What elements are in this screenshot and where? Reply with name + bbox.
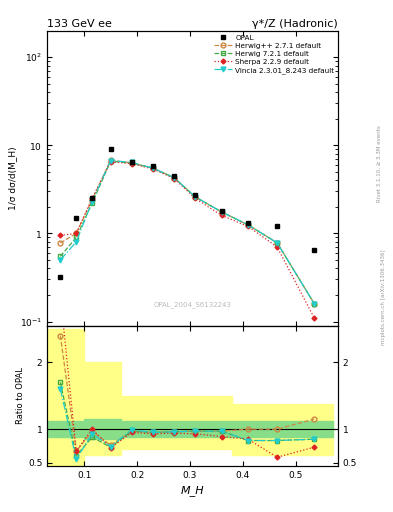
Herwig 7.2.1 default: [129, 160, 134, 166]
OPAL: [312, 247, 316, 253]
Vincia 2.3.01_8.243 default: [172, 175, 176, 181]
Herwig++ 2.7.1 default: [129, 160, 134, 166]
Herwig 7.2.1 default: [58, 253, 63, 260]
Text: mcplots.cern.ch [arXiv:1306.3436]: mcplots.cern.ch [arXiv:1306.3436]: [381, 249, 386, 345]
OPAL: [193, 193, 198, 199]
Vincia 2.3.01_8.243 default: [58, 257, 63, 263]
Herwig 7.2.1 default: [246, 222, 250, 228]
Line: Herwig++ 2.7.1 default: Herwig++ 2.7.1 default: [58, 158, 317, 306]
Text: γ*/Z (Hadronic): γ*/Z (Hadronic): [252, 18, 338, 29]
Sherpa 2.2.9 default: [275, 244, 279, 250]
Herwig++ 2.7.1 default: [193, 194, 198, 200]
Sherpa 2.2.9 default: [193, 195, 198, 201]
Herwig++ 2.7.1 default: [108, 157, 113, 163]
X-axis label: M_H: M_H: [181, 485, 204, 496]
Herwig 7.2.1 default: [151, 165, 155, 172]
Herwig++ 2.7.1 default: [90, 197, 94, 203]
Sherpa 2.2.9 default: [90, 195, 94, 201]
OPAL: [172, 173, 176, 179]
Herwig++ 2.7.1 default: [312, 301, 316, 307]
Herwig 7.2.1 default: [172, 175, 176, 181]
Vincia 2.3.01_8.243 default: [74, 239, 79, 245]
Sherpa 2.2.9 default: [312, 315, 316, 321]
Herwig 7.2.1 default: [275, 240, 279, 246]
Text: 133 GeV ee: 133 GeV ee: [47, 18, 112, 29]
Herwig++ 2.7.1 default: [219, 209, 224, 215]
Sherpa 2.2.9 default: [219, 212, 224, 219]
Sherpa 2.2.9 default: [58, 232, 63, 239]
Herwig++ 2.7.1 default: [74, 230, 79, 237]
Vincia 2.3.01_8.243 default: [108, 158, 113, 164]
Vincia 2.3.01_8.243 default: [129, 159, 134, 165]
Sherpa 2.2.9 default: [151, 166, 155, 172]
OPAL: [108, 146, 113, 153]
OPAL: [129, 159, 134, 165]
Herwig++ 2.7.1 default: [58, 240, 63, 246]
Herwig++ 2.7.1 default: [275, 240, 279, 246]
Line: Herwig 7.2.1 default: Herwig 7.2.1 default: [58, 159, 317, 306]
Sherpa 2.2.9 default: [74, 230, 79, 237]
Vincia 2.3.01_8.243 default: [275, 240, 279, 246]
Text: Rivet 3.1.10, ≥ 3.3M events: Rivet 3.1.10, ≥ 3.3M events: [377, 125, 382, 202]
Line: Sherpa 2.2.9 default: Sherpa 2.2.9 default: [59, 160, 316, 319]
Vincia 2.3.01_8.243 default: [312, 301, 316, 307]
OPAL: [219, 208, 224, 214]
Vincia 2.3.01_8.243 default: [90, 199, 94, 205]
Sherpa 2.2.9 default: [172, 176, 176, 182]
Vincia 2.3.01_8.243 default: [219, 209, 224, 215]
Line: OPAL: OPAL: [58, 147, 317, 280]
Sherpa 2.2.9 default: [246, 223, 250, 229]
Sherpa 2.2.9 default: [129, 161, 134, 167]
Y-axis label: 1/σ dσ/d(M_H): 1/σ dσ/d(M_H): [8, 146, 17, 210]
Vincia 2.3.01_8.243 default: [151, 165, 155, 172]
Y-axis label: Ratio to OPAL: Ratio to OPAL: [16, 367, 25, 424]
OPAL: [90, 195, 94, 201]
Vincia 2.3.01_8.243 default: [193, 194, 198, 200]
OPAL: [275, 223, 279, 229]
Text: OPAL_2004_S6132243: OPAL_2004_S6132243: [154, 302, 231, 308]
Herwig++ 2.7.1 default: [246, 222, 250, 228]
Herwig 7.2.1 default: [74, 234, 79, 241]
Herwig++ 2.7.1 default: [151, 165, 155, 172]
Herwig 7.2.1 default: [219, 209, 224, 215]
Vincia 2.3.01_8.243 default: [246, 222, 250, 228]
Herwig 7.2.1 default: [90, 200, 94, 206]
OPAL: [151, 163, 155, 169]
Herwig 7.2.1 default: [193, 194, 198, 200]
Herwig 7.2.1 default: [312, 301, 316, 307]
Herwig 7.2.1 default: [108, 158, 113, 164]
OPAL: [58, 274, 63, 280]
Sherpa 2.2.9 default: [108, 159, 113, 165]
OPAL: [74, 215, 79, 221]
OPAL: [246, 220, 250, 226]
Line: Vincia 2.3.01_8.243 default: Vincia 2.3.01_8.243 default: [58, 158, 317, 306]
Legend: OPAL, Herwig++ 2.7.1 default, Herwig 7.2.1 default, Sherpa 2.2.9 default, Vincia: OPAL, Herwig++ 2.7.1 default, Herwig 7.2…: [213, 33, 336, 75]
Herwig++ 2.7.1 default: [172, 175, 176, 181]
